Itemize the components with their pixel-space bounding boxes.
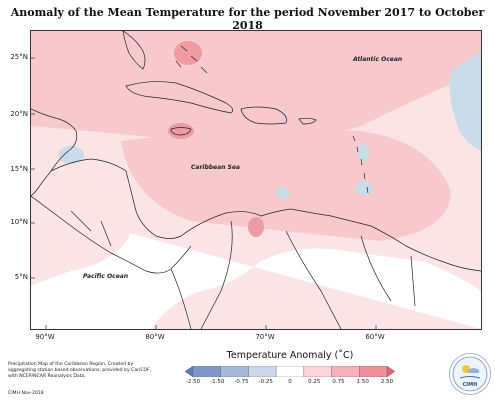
legend-tick-label: -2.50 (185, 379, 201, 385)
border-panama-colombia (170, 268, 192, 329)
legend-tick-label: -0.75 (234, 379, 249, 385)
coast-puerto-rico (298, 117, 317, 125)
anomaly-field-warm-gulf (31, 31, 96, 59)
legend-swatch (386, 366, 395, 377)
longitude-label-90w: 90°W (35, 333, 55, 341)
longitude-label-80w: 80°W (145, 333, 165, 341)
label-atlantic-ocean: Atlantic Ocean (352, 56, 402, 63)
legend-colorbar (185, 366, 395, 377)
coast-bahamas (175, 45, 208, 74)
legend-swatch (220, 366, 249, 377)
legend-tick-label: 0.25 (308, 379, 321, 385)
coast-central-america-caribbean (50, 158, 182, 239)
border-venezuela (285, 230, 342, 329)
anomaly-field-warm-central (121, 129, 451, 241)
legend-tick-label: 1.50 (356, 379, 369, 385)
legend-swatch (359, 366, 388, 377)
coast-south-america (180, 208, 481, 272)
map-ticks (31, 57, 377, 329)
legend-title: Temperature Anomaly (˚C) (226, 350, 354, 361)
latitude-label-5n: 5°N (14, 273, 28, 281)
logo-emblem-icon: CIMH (452, 356, 488, 392)
anomaly-field-pacific-west (31, 171, 131, 286)
legend-swatch (303, 366, 332, 377)
footer-note: Precipitation Map of the Caribbean Regio… (8, 362, 152, 380)
anomaly-field-south-no-data (31, 206, 481, 329)
legend-tick-label: -0.25 (258, 379, 273, 385)
cimh-logo: CIMH (449, 353, 491, 395)
coast-yucatan (31, 108, 78, 197)
legend-swatch (248, 366, 277, 377)
legend-tick-label: 2.50 (380, 379, 394, 385)
coast-cuba (125, 81, 233, 114)
coastlines (31, 31, 481, 329)
legend-swatch (331, 366, 360, 377)
map-title: Anomaly of the Mean Temperature for the … (10, 6, 485, 32)
legend-swatch (185, 366, 194, 377)
coast-hispaniola (240, 106, 287, 125)
anomaly-field-cool-barbados (355, 181, 373, 195)
coast-florida (122, 31, 146, 70)
anomaly-field-hot-jamaica (168, 123, 194, 139)
label-pacific-ocean: Pacific Ocean (83, 273, 128, 280)
anomaly-map: Atlantic Ocean Caribbean Sea Pacific Oce… (31, 31, 481, 329)
legend-tick-label: 0 (288, 379, 292, 385)
anomaly-field-warm-north (31, 31, 481, 144)
coast-central-america-pacific (31, 195, 192, 274)
anomaly-field-cool-aruba (276, 187, 290, 199)
latitude-label-20n: 20°N (10, 110, 28, 118)
map-panel: Atlantic Ocean Caribbean Sea Pacific Oce… (30, 30, 482, 330)
anomaly-field-cool-belize (58, 146, 84, 164)
longitude-label-70w: 70°W (255, 333, 275, 341)
latitude-label-15n: 15°N (10, 165, 28, 173)
border-guyana (360, 235, 392, 302)
anomaly-field-cool-atlantic (449, 51, 481, 151)
coast-jamaica (170, 127, 192, 136)
coast-lesser-antilles (352, 135, 369, 194)
legend-swatch (275, 366, 305, 377)
longitude-label-60w: 60°W (365, 333, 385, 341)
anomaly-field-hot-bahamas (174, 41, 202, 65)
border-colombia (200, 220, 233, 329)
legend-labels: -2.50 -1.50 -0.75 -0.25 0 0.25 0.75 1.50 2.50 (185, 379, 395, 389)
border-suriname (410, 255, 416, 307)
anomaly-field-hot-maracaibo (248, 217, 264, 237)
label-caribbean-sea: Caribbean Sea (191, 164, 240, 171)
legend-tick-label: 0.75 (332, 379, 345, 385)
latitude-label-25n: 25°N (10, 53, 28, 61)
footer-credit: CIMH Nov-2018 (8, 391, 44, 396)
legend-swatch (192, 366, 221, 377)
border-central-america (70, 210, 112, 247)
anomaly-field-cool-leewards (357, 144, 369, 162)
latitude-label-10n: 10°N (10, 218, 28, 226)
logo-text: CIMH (463, 382, 478, 388)
legend-tick-label: -1.50 (210, 379, 225, 385)
